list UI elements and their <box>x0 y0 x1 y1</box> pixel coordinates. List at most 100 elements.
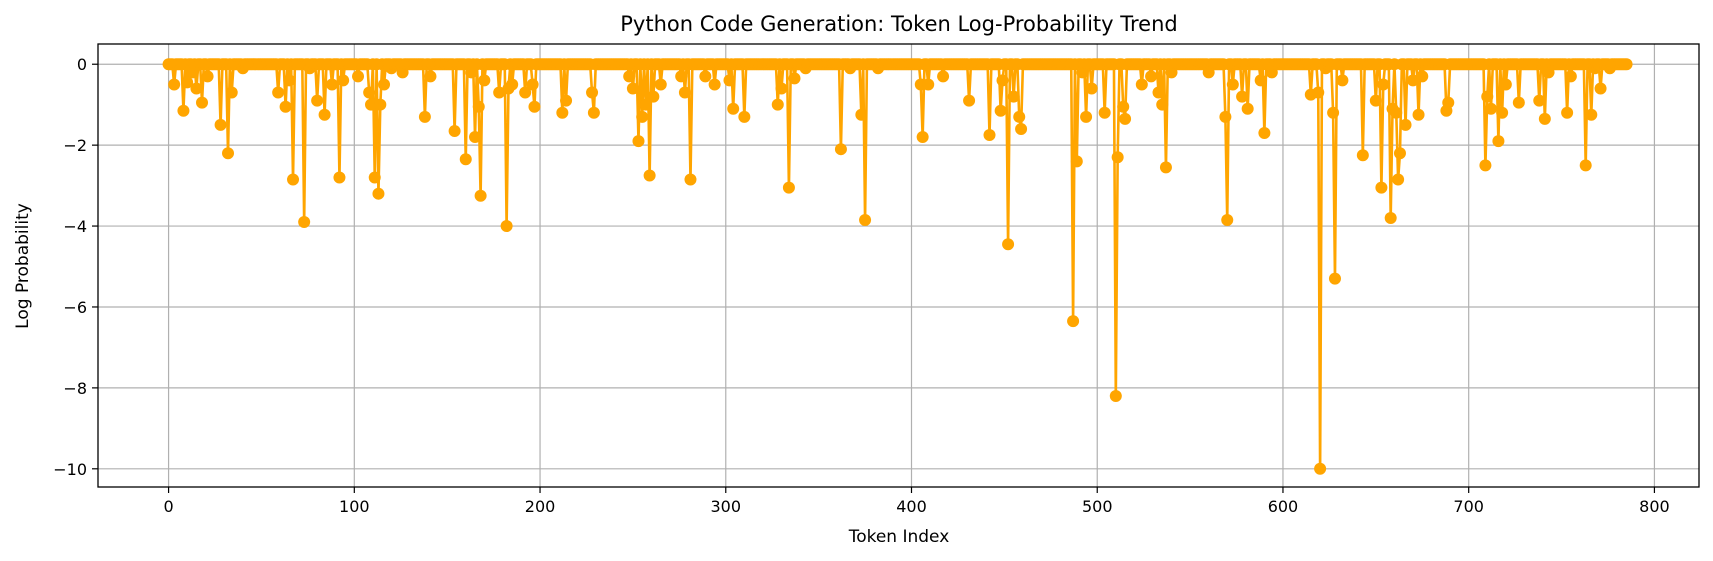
data-point <box>1226 78 1239 91</box>
data-point <box>365 98 378 111</box>
data-point <box>937 70 950 83</box>
data-point <box>855 108 868 121</box>
data-point <box>372 187 385 200</box>
y-tick-label: −6 <box>63 298 87 317</box>
data-point <box>1067 315 1080 328</box>
data-point <box>472 100 485 113</box>
data-point <box>684 173 697 186</box>
data-point <box>1117 100 1130 113</box>
data-point <box>771 98 784 111</box>
data-point <box>983 129 996 142</box>
plot-frame <box>97 43 1700 488</box>
data-point <box>1152 86 1165 99</box>
data-point <box>647 90 660 103</box>
data-point <box>1442 96 1455 109</box>
data-point <box>1119 112 1132 125</box>
data-point <box>478 74 491 87</box>
data-point <box>1336 74 1349 87</box>
x-tick-label: 200 <box>525 497 556 516</box>
data-point <box>1328 272 1341 285</box>
data-point <box>1412 108 1425 121</box>
data-point <box>1369 94 1382 107</box>
data-point <box>1070 155 1083 168</box>
data-point <box>587 106 600 119</box>
data-point <box>775 82 788 95</box>
data-point <box>298 216 311 229</box>
data-point <box>1258 127 1271 139</box>
data-point <box>626 82 639 95</box>
x-axis-label: Token Index <box>848 527 950 547</box>
data-point <box>727 102 740 115</box>
data-point <box>333 171 346 184</box>
y-axis-ticks: 0 −2 −4 −6 −8 −10 <box>53 55 98 479</box>
data-point <box>1015 122 1028 135</box>
data-point <box>994 104 1007 117</box>
data-point <box>834 143 847 156</box>
y-tick-label: −4 <box>63 217 87 236</box>
data-point <box>963 94 976 107</box>
data-point <box>1236 90 1249 103</box>
x-tick-label: 300 <box>710 497 741 516</box>
data-point <box>1384 211 1397 224</box>
data-point <box>1254 74 1267 87</box>
data-point <box>738 110 751 123</box>
data-point <box>1327 106 1340 119</box>
data-point <box>1533 94 1546 107</box>
data-point <box>1080 110 1093 123</box>
data-point <box>448 124 461 137</box>
x-tick-label: 800 <box>1639 497 1670 516</box>
y-tick-label: −8 <box>63 379 87 398</box>
data-point <box>1484 102 1497 115</box>
data-point <box>418 110 431 123</box>
data-point <box>1135 78 1148 91</box>
data-point <box>1375 181 1388 194</box>
data-point <box>352 70 365 83</box>
x-tick-label: 0 <box>163 497 173 516</box>
data-point <box>519 86 532 99</box>
x-axis-ticks: 0 100 200 300 400 500 600 700 800 <box>163 487 1670 516</box>
data-point <box>1221 213 1234 226</box>
data-point <box>643 169 656 182</box>
data-point <box>378 78 391 91</box>
y-tick-label: 0 <box>77 55 87 74</box>
x-tick-label: 700 <box>1453 497 1484 516</box>
data-point <box>279 100 292 113</box>
data-points <box>162 58 1633 475</box>
data-point <box>1512 96 1525 109</box>
data-point <box>632 135 645 148</box>
data-point <box>1481 90 1494 103</box>
data-point <box>1377 78 1390 91</box>
data-point <box>311 94 324 107</box>
data-point <box>1098 106 1111 119</box>
data-point <box>708 78 721 91</box>
data-point <box>196 96 209 109</box>
data-point <box>1159 161 1172 174</box>
data-point <box>678 86 691 99</box>
x-tick-label: 600 <box>1268 497 1299 516</box>
data-point <box>181 76 194 89</box>
data-point <box>699 70 712 83</box>
data-point <box>723 74 736 87</box>
data-point <box>528 100 541 113</box>
data-point <box>190 82 203 95</box>
data-point <box>1085 82 1098 95</box>
data-point <box>788 72 801 85</box>
data-point <box>1356 149 1369 162</box>
x-tick-label: 500 <box>1082 497 1113 516</box>
data-point <box>459 153 472 166</box>
data-point <box>283 74 296 87</box>
data-point <box>287 173 300 186</box>
data-point <box>859 213 872 226</box>
data-point <box>1156 98 1169 111</box>
data-point <box>916 131 929 144</box>
x-tick-label: 400 <box>896 497 927 516</box>
data-point <box>1620 58 1633 71</box>
data-point <box>623 70 636 83</box>
data-point <box>1399 118 1412 131</box>
data-point <box>1499 78 1512 91</box>
data-point <box>1406 74 1419 87</box>
data-point <box>201 70 214 83</box>
data-point <box>1393 147 1406 160</box>
data-point <box>639 98 652 111</box>
